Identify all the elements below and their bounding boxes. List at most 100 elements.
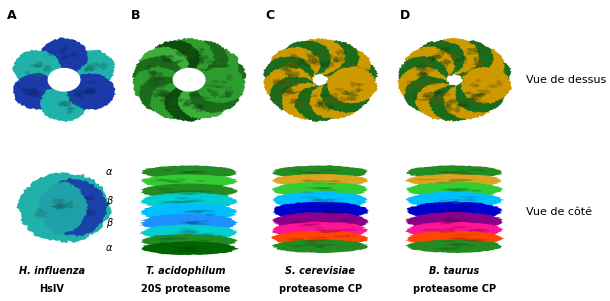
Polygon shape — [415, 73, 429, 79]
Polygon shape — [447, 51, 455, 57]
Polygon shape — [314, 52, 325, 55]
Polygon shape — [314, 227, 326, 229]
Polygon shape — [163, 91, 171, 98]
Polygon shape — [217, 84, 227, 89]
Polygon shape — [285, 85, 294, 93]
Polygon shape — [446, 209, 464, 211]
Polygon shape — [428, 37, 479, 75]
Polygon shape — [167, 55, 174, 58]
Polygon shape — [53, 202, 70, 210]
Polygon shape — [270, 76, 320, 113]
Polygon shape — [195, 180, 206, 182]
Polygon shape — [476, 79, 483, 83]
Polygon shape — [182, 103, 192, 107]
Polygon shape — [65, 107, 77, 110]
Polygon shape — [405, 239, 502, 253]
Polygon shape — [217, 95, 232, 98]
Polygon shape — [193, 190, 212, 192]
Polygon shape — [174, 231, 196, 234]
Polygon shape — [310, 187, 332, 190]
Polygon shape — [448, 180, 460, 182]
Polygon shape — [142, 241, 239, 255]
Polygon shape — [306, 237, 331, 239]
Polygon shape — [158, 54, 171, 59]
Polygon shape — [328, 53, 335, 61]
Polygon shape — [406, 165, 503, 179]
Polygon shape — [477, 71, 498, 76]
Polygon shape — [411, 179, 447, 180]
Polygon shape — [289, 91, 297, 95]
Polygon shape — [469, 97, 482, 104]
Polygon shape — [429, 90, 444, 95]
Polygon shape — [430, 57, 436, 62]
Polygon shape — [169, 247, 203, 250]
Polygon shape — [290, 98, 303, 104]
Polygon shape — [159, 98, 165, 103]
Polygon shape — [333, 55, 339, 63]
Polygon shape — [191, 171, 209, 172]
Polygon shape — [289, 53, 299, 59]
Polygon shape — [345, 92, 360, 100]
Polygon shape — [51, 199, 68, 203]
Polygon shape — [307, 54, 314, 60]
Polygon shape — [453, 179, 475, 181]
Polygon shape — [453, 173, 479, 175]
Polygon shape — [176, 201, 192, 204]
Polygon shape — [288, 170, 305, 172]
Polygon shape — [159, 200, 185, 204]
Polygon shape — [159, 241, 168, 244]
Polygon shape — [284, 69, 296, 78]
Polygon shape — [271, 182, 368, 197]
Polygon shape — [138, 225, 238, 240]
Polygon shape — [471, 96, 478, 101]
Polygon shape — [337, 96, 349, 103]
Polygon shape — [300, 58, 317, 67]
Text: β: β — [106, 196, 112, 206]
Polygon shape — [398, 56, 448, 93]
Polygon shape — [468, 95, 482, 102]
Polygon shape — [63, 210, 77, 217]
Polygon shape — [471, 66, 490, 70]
Polygon shape — [417, 58, 428, 62]
Polygon shape — [188, 76, 240, 113]
Polygon shape — [473, 56, 478, 63]
Polygon shape — [194, 210, 204, 214]
Polygon shape — [436, 96, 447, 104]
Polygon shape — [454, 46, 505, 83]
Polygon shape — [448, 199, 464, 201]
Polygon shape — [334, 102, 347, 105]
Polygon shape — [281, 68, 294, 72]
Polygon shape — [160, 57, 172, 63]
Polygon shape — [454, 207, 467, 211]
Polygon shape — [298, 92, 307, 96]
Text: S. cerevisiae: S. cerevisiae — [285, 266, 355, 276]
Polygon shape — [49, 201, 64, 210]
Polygon shape — [85, 88, 96, 95]
Polygon shape — [224, 74, 235, 81]
Polygon shape — [473, 62, 486, 68]
Polygon shape — [172, 250, 199, 252]
Polygon shape — [147, 62, 156, 68]
Polygon shape — [412, 93, 418, 101]
Polygon shape — [180, 210, 205, 213]
Polygon shape — [26, 88, 38, 91]
Polygon shape — [447, 98, 459, 104]
Polygon shape — [472, 101, 488, 104]
Polygon shape — [40, 85, 88, 122]
Polygon shape — [465, 52, 476, 55]
Polygon shape — [446, 101, 454, 109]
Polygon shape — [317, 61, 322, 64]
Polygon shape — [415, 40, 465, 77]
Polygon shape — [222, 89, 235, 96]
Polygon shape — [442, 189, 471, 191]
Polygon shape — [306, 199, 334, 202]
Polygon shape — [281, 86, 295, 93]
Polygon shape — [419, 70, 426, 77]
Polygon shape — [173, 197, 191, 200]
Polygon shape — [292, 81, 301, 87]
Polygon shape — [321, 211, 345, 214]
Polygon shape — [325, 96, 333, 104]
Text: proteasome CP: proteasome CP — [279, 284, 362, 293]
Polygon shape — [446, 53, 461, 60]
Polygon shape — [347, 71, 360, 74]
